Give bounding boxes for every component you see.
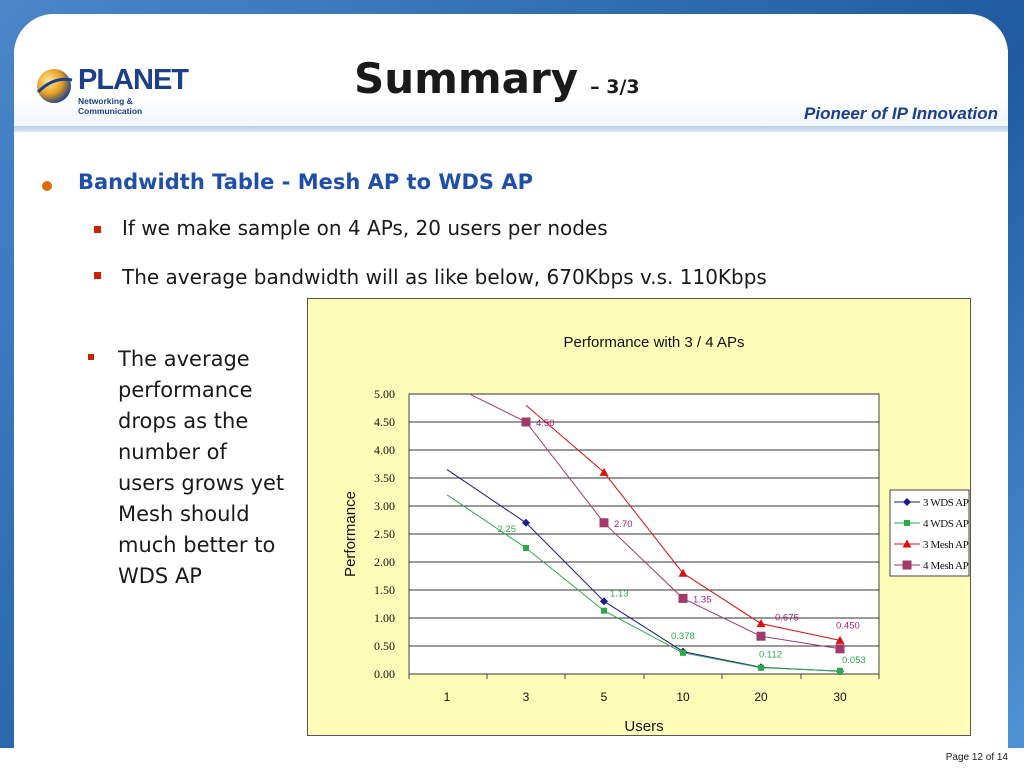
page-number: Page 12 of 14 [945,752,1008,763]
data-label: 0.112 [759,650,782,661]
y-tick-label: 0.50 [374,639,395,653]
data-label: 1.13 [610,589,629,600]
legend-entry: 3 Mesh AP [923,539,969,551]
data-point [758,664,764,671]
y-tick-label: 2.50 [374,527,395,541]
page-title: Summary – 3/3 [354,54,640,103]
data-point [522,518,530,527]
x-tick-label: 10 [676,690,690,704]
footer-strip [0,748,1024,768]
sub-bullet-performance: The average performance drops as the num… [118,347,285,588]
x-tick-label: 1 [444,690,451,704]
series-line [446,494,841,672]
x-tick-label: 3 [523,690,530,704]
data-point [601,607,607,614]
title-suffix: – 3/3 [590,76,640,98]
y-tick-label: 3.00 [374,499,395,513]
bullet-square [88,354,94,360]
data-point [599,518,609,528]
y-tick-label: 4.00 [374,443,395,457]
x-tick-label: 20 [754,690,768,704]
data-point [837,668,843,675]
bullet-dot [42,181,52,191]
data-label: 1.35 [693,594,712,605]
title-main: Summary [354,54,579,103]
legend-swatch-marker [902,539,912,548]
data-label: 4.50 [536,418,555,429]
y-tick-label: 1.00 [374,611,395,625]
main-bullet: Bandwidth Table - Mesh AP to WDS AP [78,170,533,194]
planet-logo: PLANET Networking & Communication [34,64,194,116]
chart-title: Performance with 3 / 4 APs [564,334,745,351]
data-label: 0.053 [842,655,866,666]
legend-entry: 4 Mesh AP [923,560,969,572]
data-point [756,619,766,628]
legend-entry: 4 WDS AP [923,518,969,530]
data-label: 0.378 [671,631,695,642]
header-divider [14,126,1008,132]
legend-swatch-marker [904,520,910,526]
data-point [600,597,608,606]
y-tick-label: 3.50 [374,471,395,485]
data-point [521,417,531,427]
data-label: 2.25 [498,524,517,535]
data-label: 0.675 [775,613,799,624]
data-point [680,649,686,656]
legend-swatch-marker [902,560,912,570]
x-axis-title: Users [624,718,663,735]
sub-bullet-sample: If we make sample on 4 APs, 20 users per… [122,216,608,240]
data-point [756,631,766,641]
legend-swatch-marker [903,498,911,506]
performance-chart: Performance with 3 / 4 APs 0.00 0.50 1.00 1.… [307,298,971,736]
data-point [599,467,609,476]
data-label: 2.70 [614,519,633,530]
y-tick-label: 1.50 [374,583,395,597]
data-point [523,545,529,551]
sub-bullet-bandwidth: The average bandwidth will as like below… [122,265,767,289]
data-point [678,568,688,577]
bullet-square [94,226,101,233]
slide: PLANET Networking & Communication Summar… [14,14,1008,754]
series-line [468,394,841,650]
tagline: Pioneer of IP Innovation [804,104,998,123]
header-bar [14,14,1008,132]
data-label: 0.450 [836,620,860,631]
y-tick-label: 2.00 [374,555,395,569]
y-tick-label: 0.00 [374,667,395,681]
planet-globe-icon [36,69,73,103]
legend-entry: 3 WDS AP [923,497,969,509]
footer-url[interactable]: www.planet.com.tw [52,731,198,746]
data-point [678,593,688,603]
data-point [835,644,845,654]
y-tick-label: 4.50 [374,415,395,429]
x-tick-label: 5 [601,690,608,704]
x-tick-label: 30 [833,690,847,704]
bullet-square [94,272,101,279]
data-point [835,635,845,644]
logo-wordmark: PLANET [78,64,189,96]
y-axis-title: Performance [342,491,359,577]
logo-subtitle: Networking & Communication [78,96,143,116]
y-tick-label: 5.00 [374,387,395,401]
